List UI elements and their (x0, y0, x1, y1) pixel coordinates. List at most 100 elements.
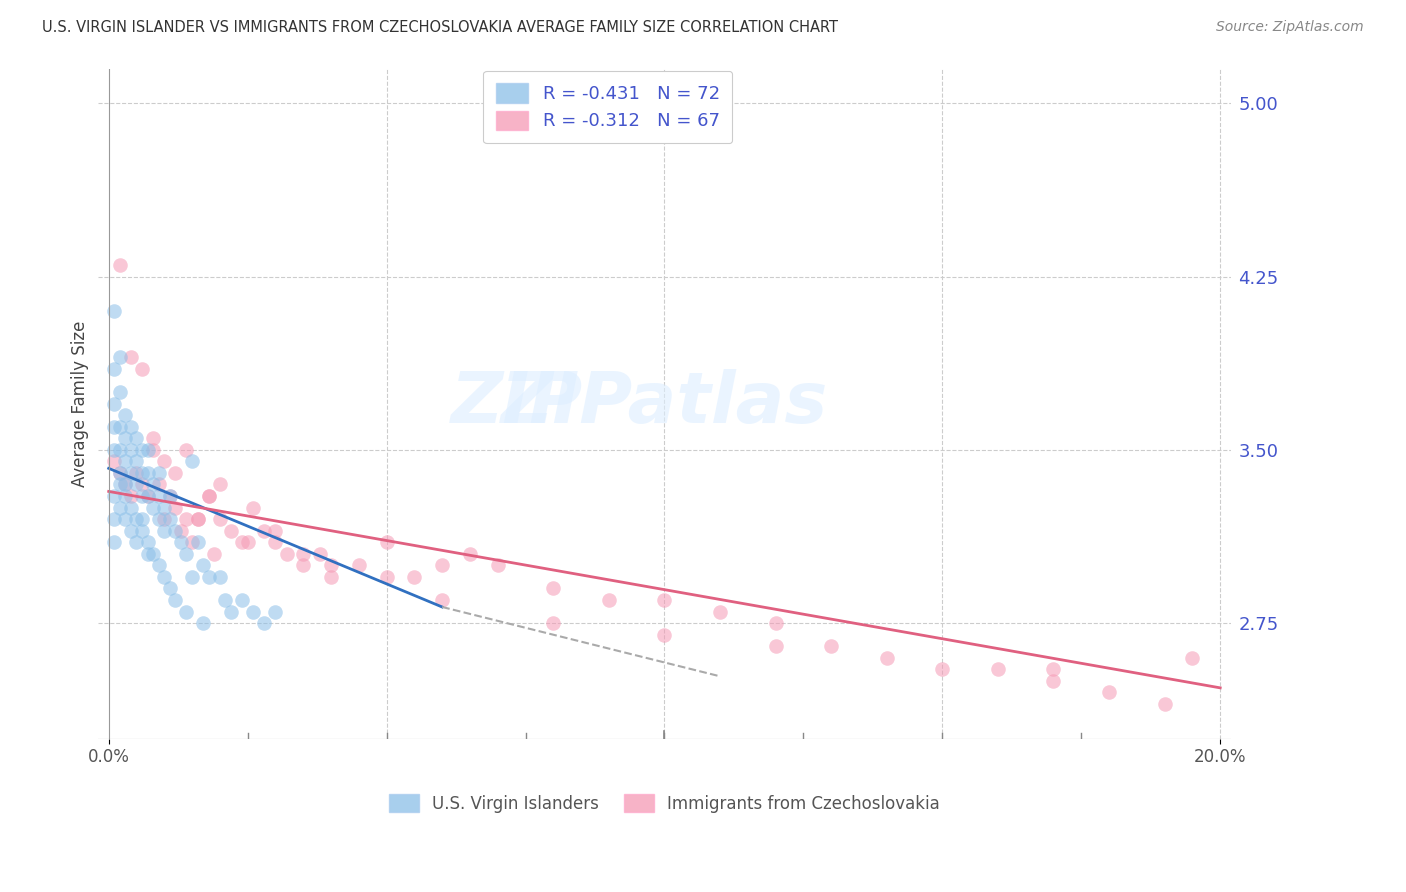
Point (103, 362, 125, 376)
Point (1042, 673, 1064, 688)
Point (193, 616, 215, 631)
Point (131, 512, 153, 526)
Point (108, 477, 131, 491)
Point (231, 535, 253, 549)
Point (197, 570, 219, 584)
Point (153, 454, 176, 468)
Point (103, 396, 125, 410)
Point (654, 628, 676, 642)
Point (931, 662, 953, 676)
Point (253, 616, 276, 631)
Point (242, 605, 264, 619)
Point (159, 489, 181, 503)
Point (292, 547, 315, 561)
Point (136, 535, 159, 549)
Point (131, 466, 153, 480)
Point (108, 466, 131, 480)
Point (153, 524, 176, 538)
Point (159, 512, 181, 526)
Point (103, 419, 125, 434)
Point (103, 535, 125, 549)
Point (103, 454, 125, 468)
Point (125, 431, 148, 445)
Point (197, 489, 219, 503)
Point (153, 512, 176, 526)
Point (181, 570, 204, 584)
Point (231, 593, 253, 607)
Point (159, 489, 181, 503)
Point (142, 431, 165, 445)
Point (120, 351, 142, 365)
Point (120, 466, 142, 480)
Point (136, 466, 159, 480)
Point (148, 466, 170, 480)
Point (176, 547, 198, 561)
Point (176, 605, 198, 619)
Point (114, 454, 136, 468)
Point (264, 524, 287, 538)
Point (242, 500, 264, 515)
Point (264, 605, 287, 619)
Point (165, 500, 187, 515)
Point (114, 431, 136, 445)
Point (309, 547, 332, 561)
Text: U.S. VIRGIN ISLANDER VS IMMIGRANTS FROM CZECHOSLOVAKIA AVERAGE FAMILY SIZE CORRE: U.S. VIRGIN ISLANDER VS IMMIGRANTS FROM … (42, 20, 838, 35)
Point (598, 593, 620, 607)
Point (1153, 697, 1175, 711)
Point (125, 466, 148, 480)
Point (148, 489, 170, 503)
Point (136, 442, 159, 457)
Point (187, 535, 209, 549)
Point (347, 558, 370, 573)
Point (136, 547, 159, 561)
Point (176, 512, 198, 526)
Point (136, 489, 159, 503)
Point (103, 304, 125, 318)
Point (120, 419, 142, 434)
Point (219, 524, 242, 538)
Point (103, 442, 125, 457)
Point (125, 535, 148, 549)
Point (375, 535, 398, 549)
Point (654, 593, 676, 607)
Point (103, 489, 125, 503)
Point (375, 570, 398, 584)
Point (319, 558, 342, 573)
Point (108, 500, 131, 515)
Y-axis label: Average Family Size: Average Family Size (72, 320, 89, 487)
Point (319, 570, 342, 584)
Point (165, 593, 187, 607)
Point (142, 547, 165, 561)
Point (114, 489, 136, 503)
Point (276, 547, 298, 561)
Point (486, 558, 509, 573)
Point (202, 547, 225, 561)
Point (108, 385, 131, 400)
Point (987, 662, 1010, 676)
Point (148, 512, 170, 526)
Point (108, 419, 131, 434)
Point (765, 640, 787, 654)
Point (430, 593, 453, 607)
Point (219, 605, 242, 619)
Point (153, 500, 176, 515)
Point (120, 524, 142, 538)
Point (1181, 650, 1204, 665)
Point (131, 489, 153, 503)
Point (187, 512, 209, 526)
Point (208, 512, 231, 526)
Point (114, 477, 136, 491)
Point (292, 558, 315, 573)
Point (876, 650, 898, 665)
Point (170, 535, 193, 549)
Point (253, 524, 276, 538)
Point (114, 477, 136, 491)
Point (165, 524, 187, 538)
Point (236, 535, 259, 549)
Point (136, 489, 159, 503)
Point (120, 500, 142, 515)
Point (709, 605, 731, 619)
Point (125, 454, 148, 468)
Point (159, 582, 181, 596)
Point (114, 408, 136, 422)
